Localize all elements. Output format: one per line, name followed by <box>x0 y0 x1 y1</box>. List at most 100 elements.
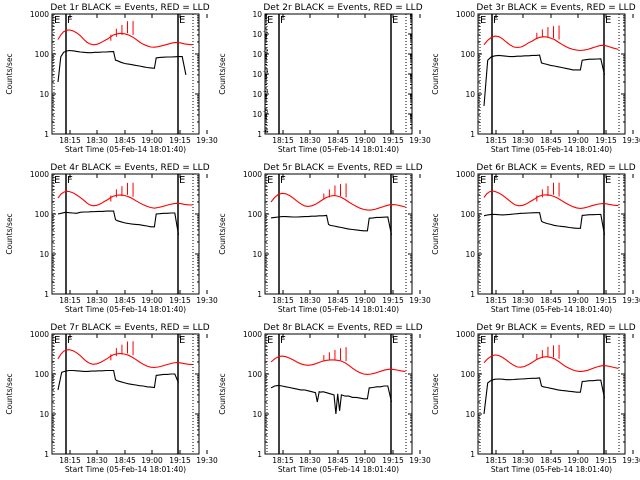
y-tick-label: 10 <box>465 90 475 99</box>
marker-label-e: E <box>605 15 611 26</box>
x-tick-label: 19:30 <box>409 136 431 145</box>
marker-label-e: E <box>54 175 60 186</box>
y-tick-label: 1 <box>257 130 262 139</box>
y-tick-label: 1 <box>257 290 262 299</box>
marker-label-f: F <box>67 15 73 26</box>
marker-label-e: E <box>179 175 185 186</box>
marker-label-e: E <box>179 15 185 26</box>
x-tick-label: 18:15 <box>485 136 507 145</box>
y-tick-label: 10 <box>252 10 262 19</box>
y-tick-label: 1000 <box>456 10 475 19</box>
y-tick-label: 10 <box>465 250 475 259</box>
y-tick-exponent: -5 <box>263 109 269 115</box>
detector-panel: Det 8r BLACK = Events, RED = LLD 1 10 100 10… <box>218 323 431 474</box>
x-tick-label: 19:15 <box>595 456 617 465</box>
marker-label-f: F <box>493 15 499 26</box>
marker-label-e: E <box>480 335 486 346</box>
y-tick-label: 100 <box>35 50 50 59</box>
y-axis-label: Counts/sec <box>5 373 14 414</box>
x-tick-label: 19:15 <box>382 296 404 305</box>
y-tick-exponent: -6 <box>263 129 269 135</box>
plot-frame <box>477 13 626 135</box>
lld-series-line <box>57 349 193 369</box>
marker-label-e: E <box>392 175 398 186</box>
x-tick-label: 19:15 <box>595 136 617 145</box>
detector-panel: Det 4r BLACK = Events, RED = LLD 1 10 100 10… <box>5 163 218 314</box>
y-axis-label: Counts/sec <box>431 213 440 254</box>
y-tick-label: 1 <box>470 130 475 139</box>
plot-frame <box>477 333 626 455</box>
lld-series-line <box>57 190 193 209</box>
y-tick-label: 10 <box>252 250 262 259</box>
marker-label-e: E <box>267 335 273 346</box>
x-tick-label: 18:45 <box>327 456 349 465</box>
y-tick-label: 10 <box>39 410 49 419</box>
x-tick-label: 19:00 <box>567 136 589 145</box>
x-tick-label: 18:30 <box>512 136 534 145</box>
x-tick-label: 18:45 <box>540 456 562 465</box>
detector-panel: Det 9r BLACK = Events, RED = LLD 1 10 100 10… <box>431 323 640 474</box>
marker-label-f: F <box>280 335 286 346</box>
panel-title: Det 5r BLACK = Events, RED = LLD <box>263 163 422 173</box>
x-tick-label: 18:15 <box>272 456 294 465</box>
y-tick-label: 10 <box>39 90 49 99</box>
x-tick-label: 19:15 <box>382 136 404 145</box>
x-axis-label: Start Time (05-Feb-14 18:01:40) <box>491 145 612 154</box>
panel-title: Det 9r BLACK = Events, RED = LLD <box>476 323 635 333</box>
y-tick-label: 10 <box>252 90 262 99</box>
panel-title: Det 6r BLACK = Events, RED = LLD <box>476 163 635 173</box>
x-tick-label: 18:45 <box>114 296 136 305</box>
plot-frame <box>264 173 413 295</box>
events-series-line <box>270 384 393 415</box>
lld-series-line <box>483 354 619 373</box>
x-tick-label: 18:45 <box>540 296 562 305</box>
y-tick-label: 100 <box>35 210 50 219</box>
x-tick-label: 19:00 <box>141 136 163 145</box>
marker-label-e: E <box>54 15 60 26</box>
marker-label-f: F <box>67 335 73 346</box>
marker-label-e: E <box>392 15 398 26</box>
lld-series-line <box>57 29 193 48</box>
events-series-line <box>57 369 180 391</box>
y-axis-label: Counts/sec <box>218 213 227 254</box>
events-series-line <box>483 212 606 235</box>
y-tick-label: 100 <box>461 370 476 379</box>
x-tick-label: 18:15 <box>485 456 507 465</box>
events-series-line <box>483 54 606 107</box>
x-tick-label: 18:15 <box>59 136 81 145</box>
x-tick-label: 18:30 <box>299 456 321 465</box>
x-tick-label: 18:30 <box>512 296 534 305</box>
x-tick-label: 19:30 <box>622 296 640 305</box>
y-tick-label: 1 <box>44 290 49 299</box>
x-tick-label: 19:00 <box>354 296 376 305</box>
x-tick-label: 19:15 <box>169 456 191 465</box>
x-tick-label: 18:30 <box>299 136 321 145</box>
x-axis-label: Start Time (05-Feb-14 18:01:40) <box>65 145 186 154</box>
marker-label-e: E <box>605 175 611 186</box>
x-tick-label: 19:15 <box>169 296 191 305</box>
marker-label-e: E <box>267 15 273 26</box>
plot-frame <box>51 333 200 455</box>
panel-title: Det 7r BLACK = Events, RED = LLD <box>50 323 209 333</box>
x-tick-label: 19:00 <box>354 136 376 145</box>
y-tick-exponent: -4 <box>263 89 269 95</box>
y-tick-label: 10 <box>252 70 262 79</box>
lld-series-line <box>270 355 406 375</box>
y-tick-exponent: -3 <box>263 69 269 75</box>
x-tick-label: 19:30 <box>196 456 218 465</box>
y-tick-label: 1 <box>470 450 475 459</box>
marker-label-f: F <box>67 175 73 186</box>
y-tick-label: 100 <box>461 50 476 59</box>
y-tick-label: 10 <box>465 410 475 419</box>
y-axis-label: Counts/sec <box>5 53 14 94</box>
y-tick-label: 10 <box>252 50 262 59</box>
x-tick-label: 18:15 <box>272 296 294 305</box>
panel-title: Det 1r BLACK = Events, RED = LLD <box>50 3 209 13</box>
lld-series-line <box>483 35 619 52</box>
y-tick-label: 1 <box>44 130 49 139</box>
y-axis-label: Counts/sec <box>218 373 227 414</box>
x-tick-label: 18:30 <box>86 456 108 465</box>
x-tick-label: 18:45 <box>540 136 562 145</box>
panel-title: Det 3r BLACK = Events, RED = LLD <box>476 3 635 13</box>
